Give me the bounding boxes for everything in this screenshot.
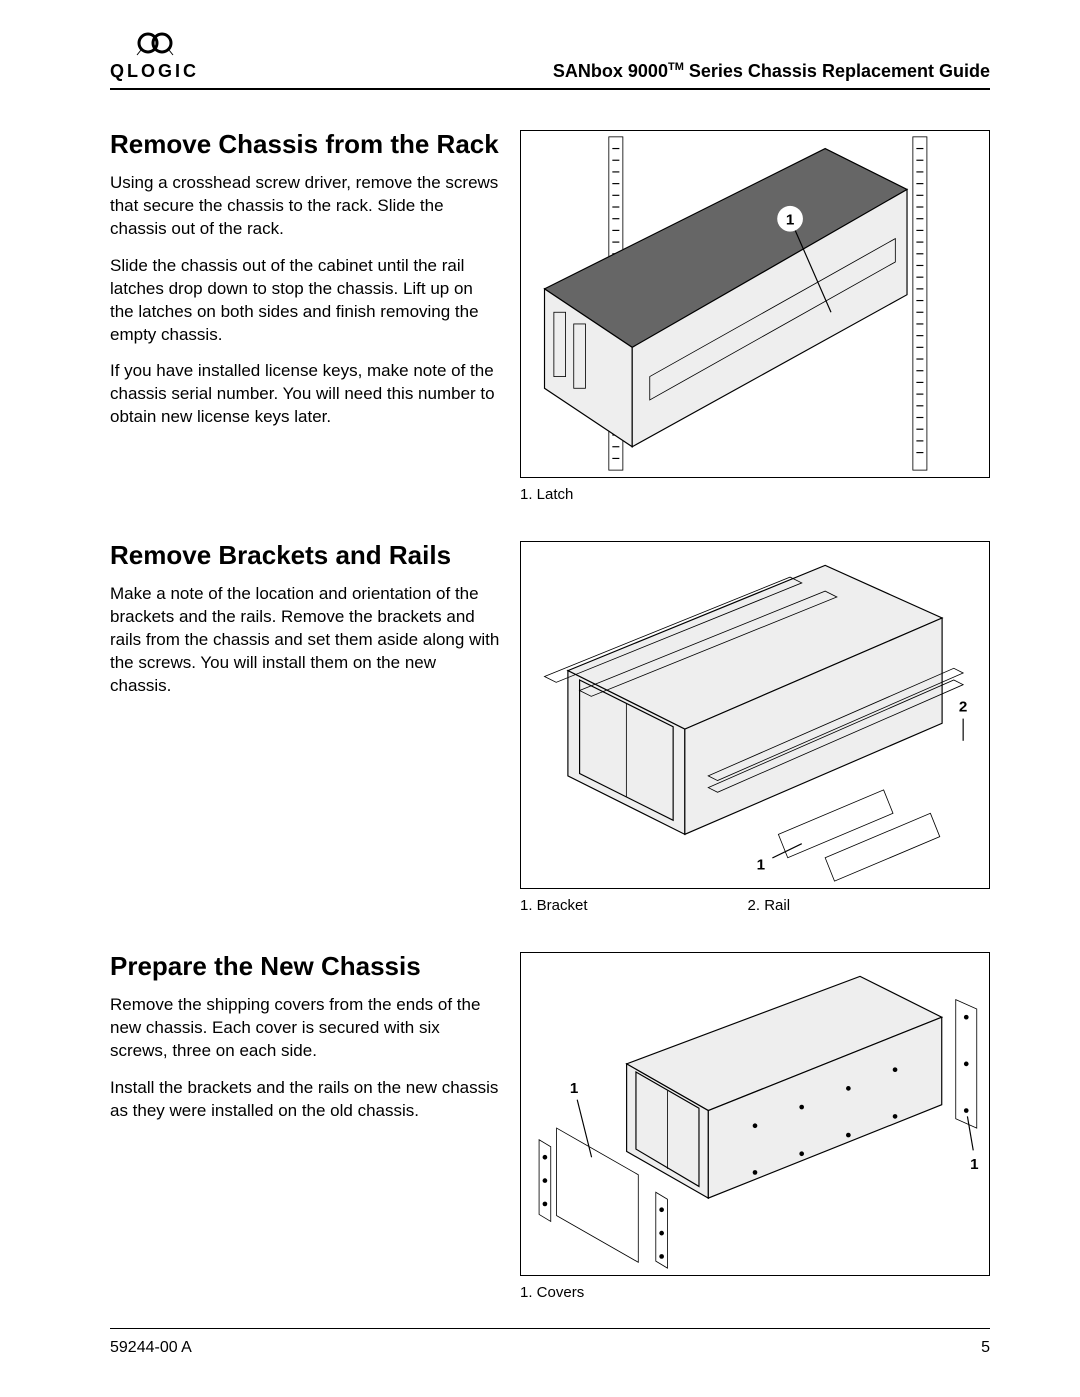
section-prepare-chassis: Prepare the New Chassis Remove the shipp… bbox=[110, 952, 990, 1301]
svg-text:1: 1 bbox=[757, 857, 766, 874]
figure-caption: 1. Latch bbox=[520, 486, 990, 503]
text-column: Remove Chassis from the Rack Using a cro… bbox=[110, 130, 500, 443]
section-heading: Remove Brackets and Rails bbox=[110, 541, 500, 571]
paragraph: Slide the chassis out of the cabinet unt… bbox=[110, 255, 500, 347]
page-footer: 59244-00 A 5 bbox=[110, 1328, 990, 1357]
caption-item: 1. Covers bbox=[520, 1284, 584, 1301]
section-heading: Remove Chassis from the Rack bbox=[110, 130, 500, 160]
page-header: QLOGIC SANbox 9000TM Series Chassis Repl… bbox=[110, 30, 990, 90]
paragraph: If you have installed license keys, make… bbox=[110, 360, 500, 429]
figure-shipping-covers: 1 1 bbox=[520, 952, 990, 1276]
text-column: Prepare the New Chassis Remove the shipp… bbox=[110, 952, 500, 1137]
figure-brackets-rails: 2 1 bbox=[520, 541, 990, 889]
figure-column: 2 1 1. Bracket 2. Rail bbox=[520, 541, 990, 914]
svg-text:1: 1 bbox=[786, 212, 795, 229]
caption-item: 1. Bracket bbox=[520, 897, 588, 914]
figure-chassis-in-rack: 1 bbox=[520, 130, 990, 478]
caption-item: 1. Latch bbox=[520, 486, 573, 503]
logo-glyph-icon bbox=[135, 30, 175, 61]
logo-text: QLOGIC bbox=[110, 61, 199, 82]
svg-text:2: 2 bbox=[959, 699, 967, 716]
paragraph: Install the brackets and the rails on th… bbox=[110, 1077, 500, 1123]
title-part-b: Series Chassis Replacement Guide bbox=[684, 61, 990, 81]
svg-text:1: 1 bbox=[970, 1156, 978, 1173]
svg-text:1: 1 bbox=[570, 1080, 578, 1097]
brand-logo: QLOGIC bbox=[110, 30, 199, 82]
page-number: 5 bbox=[981, 1339, 990, 1357]
paragraph: Make a note of the location and orientat… bbox=[110, 583, 500, 698]
figure-caption: 1. Bracket 2. Rail bbox=[520, 897, 990, 914]
trademark-icon: TM bbox=[668, 61, 684, 73]
section-remove-chassis: Remove Chassis from the Rack Using a cro… bbox=[110, 130, 990, 503]
caption-item: 2. Rail bbox=[748, 897, 791, 914]
section-heading: Prepare the New Chassis bbox=[110, 952, 500, 982]
paragraph: Using a crosshead screw driver, remove t… bbox=[110, 172, 500, 241]
text-column: Remove Brackets and Rails Make a note of… bbox=[110, 541, 500, 712]
figure-column: 1 1. Latch bbox=[520, 130, 990, 503]
figure-caption: 1. Covers bbox=[520, 1284, 990, 1301]
title-part-a: SANbox 9000 bbox=[553, 61, 668, 81]
section-remove-brackets: Remove Brackets and Rails Make a note of… bbox=[110, 541, 990, 914]
document-title: SANbox 9000TM Series Chassis Replacement… bbox=[553, 61, 990, 82]
document-id: 59244-00 A bbox=[110, 1339, 192, 1357]
figure-column: 1 1 1. Covers bbox=[520, 952, 990, 1301]
paragraph: Remove the shipping covers from the ends… bbox=[110, 994, 500, 1063]
